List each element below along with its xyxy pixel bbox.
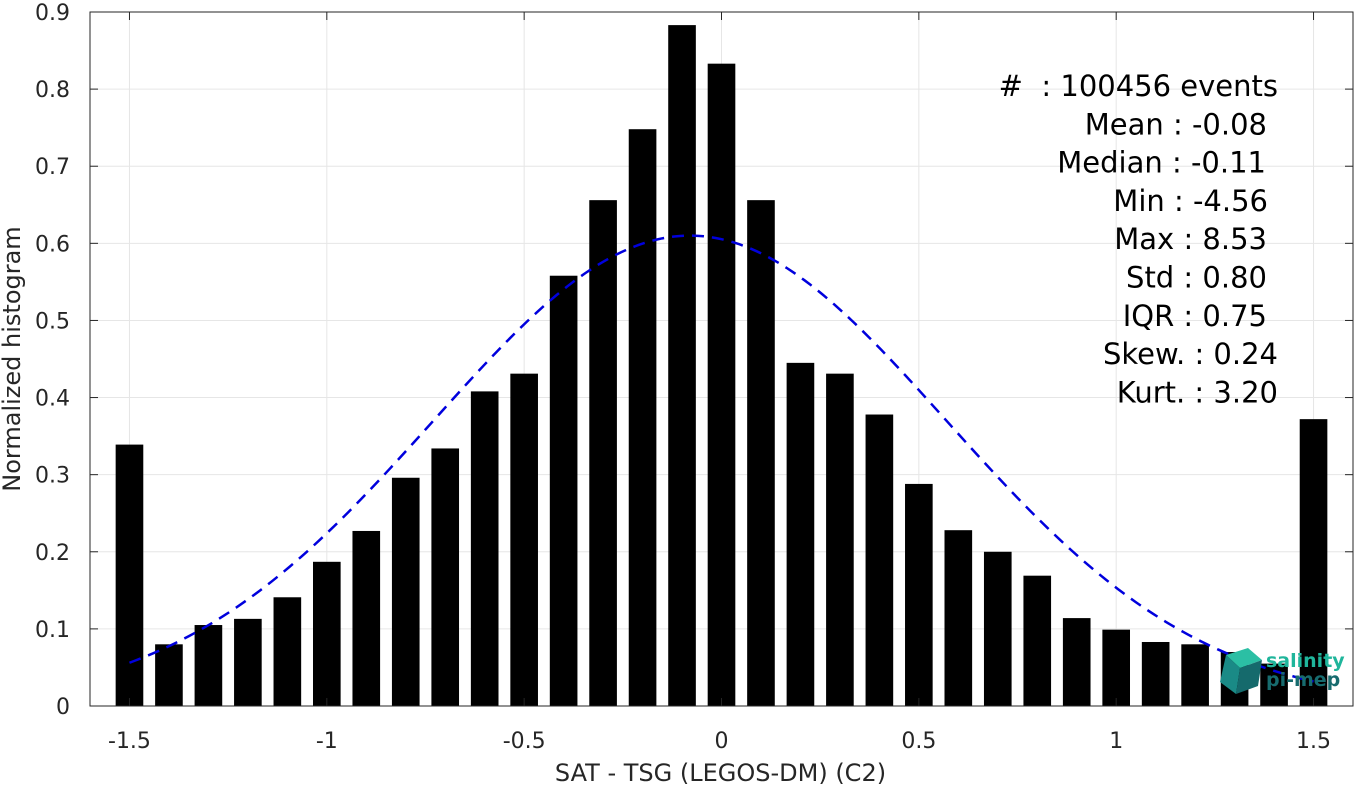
histogram-bar bbox=[628, 129, 657, 707]
histogram-bars bbox=[115, 25, 1328, 707]
x-tick-label: 1.5 bbox=[1296, 729, 1331, 754]
stat-min: Min : -4.56 bbox=[1113, 184, 1268, 218]
histogram-bar bbox=[707, 63, 736, 707]
logo-text-salinity: salinity bbox=[1266, 650, 1345, 672]
y-tick-label: 0.1 bbox=[35, 618, 70, 643]
histogram-bar bbox=[1102, 629, 1131, 706]
cube-logo-icon bbox=[1220, 648, 1262, 694]
stat-mean: Mean : -0.08 bbox=[1085, 107, 1267, 141]
stat-kurt: Kurt. : 3.20 bbox=[1117, 375, 1278, 409]
histogram-bar bbox=[312, 561, 341, 706]
histogram-bar bbox=[1299, 419, 1328, 706]
histogram-bar bbox=[352, 530, 381, 706]
histogram-bar bbox=[1181, 644, 1209, 706]
histogram-bar bbox=[234, 618, 262, 706]
histogram-bar bbox=[747, 200, 775, 706]
logo-text-pimep: pi-mep bbox=[1266, 669, 1340, 691]
stat-events: # : 100456 events bbox=[999, 69, 1278, 103]
histogram-bar bbox=[589, 200, 617, 706]
histogram-bar bbox=[391, 477, 420, 706]
y-tick-label: 0.8 bbox=[35, 78, 70, 103]
stat-std: Std : 0.80 bbox=[1126, 261, 1267, 295]
y-axis-ticks: 0 0.1 0.2 0.3 0.4 0.5 0.6 0.7 0.8 0.9 bbox=[35, 1, 1353, 720]
stat-iqr: IQR : 0.75 bbox=[1123, 299, 1267, 333]
y-tick-label: 0.4 bbox=[35, 387, 70, 412]
histogram-bar bbox=[905, 483, 933, 706]
histogram-bar bbox=[510, 373, 538, 706]
y-axis-label: Normalized histogram bbox=[0, 226, 26, 491]
histogram-bar bbox=[983, 551, 1012, 706]
histogram-bar bbox=[470, 391, 499, 706]
histogram-bar bbox=[786, 362, 815, 706]
x-tick-label: 0.5 bbox=[901, 729, 936, 754]
y-tick-label: 0.5 bbox=[35, 309, 70, 334]
x-tick-label: -1.5 bbox=[108, 729, 151, 754]
y-tick-label: 0.7 bbox=[35, 155, 70, 180]
x-tick-label: -0.5 bbox=[503, 729, 546, 754]
statistics-panel: # : 100456 events Mean : -0.08 Median : … bbox=[999, 69, 1278, 409]
histogram-bar bbox=[826, 373, 854, 706]
y-tick-label: 0.3 bbox=[35, 464, 70, 489]
salinity-pimep-logo: salinity pi-mep bbox=[1220, 648, 1345, 694]
x-tick-label: 0 bbox=[715, 729, 729, 754]
histogram-bar bbox=[865, 414, 894, 706]
stat-median: Median : -0.11 bbox=[1057, 146, 1266, 180]
histogram-bar bbox=[431, 448, 460, 706]
y-tick-label: 0 bbox=[56, 695, 70, 720]
histogram-bar bbox=[549, 275, 578, 706]
histogram-bar bbox=[1023, 575, 1052, 706]
y-tick-label: 0.6 bbox=[35, 232, 70, 257]
y-tick-label: 0.9 bbox=[35, 1, 70, 26]
gaussian-fit-curve bbox=[129, 234, 1314, 683]
histogram-bar bbox=[668, 25, 696, 707]
histogram-bar bbox=[944, 530, 973, 706]
x-axis-label: SAT - TSG (LEGOS-DM) (C2) bbox=[555, 759, 886, 785]
histogram-bar bbox=[194, 625, 223, 706]
x-axis-ticks: -1.5 -1 -0.5 0 0.5 1 1.5 bbox=[108, 12, 1331, 754]
histogram-bar bbox=[1141, 641, 1170, 706]
x-tick-label: 1 bbox=[1109, 729, 1123, 754]
histogram-bar bbox=[115, 444, 144, 706]
histogram-bar bbox=[155, 644, 183, 706]
stat-max: Max : 8.53 bbox=[1114, 222, 1267, 256]
histogram-bar bbox=[273, 597, 302, 706]
x-tick-label: -1 bbox=[316, 729, 338, 754]
y-tick-label: 0.2 bbox=[35, 541, 70, 566]
histogram-bar bbox=[1062, 618, 1091, 706]
stat-skew: Skew. : 0.24 bbox=[1103, 337, 1278, 371]
